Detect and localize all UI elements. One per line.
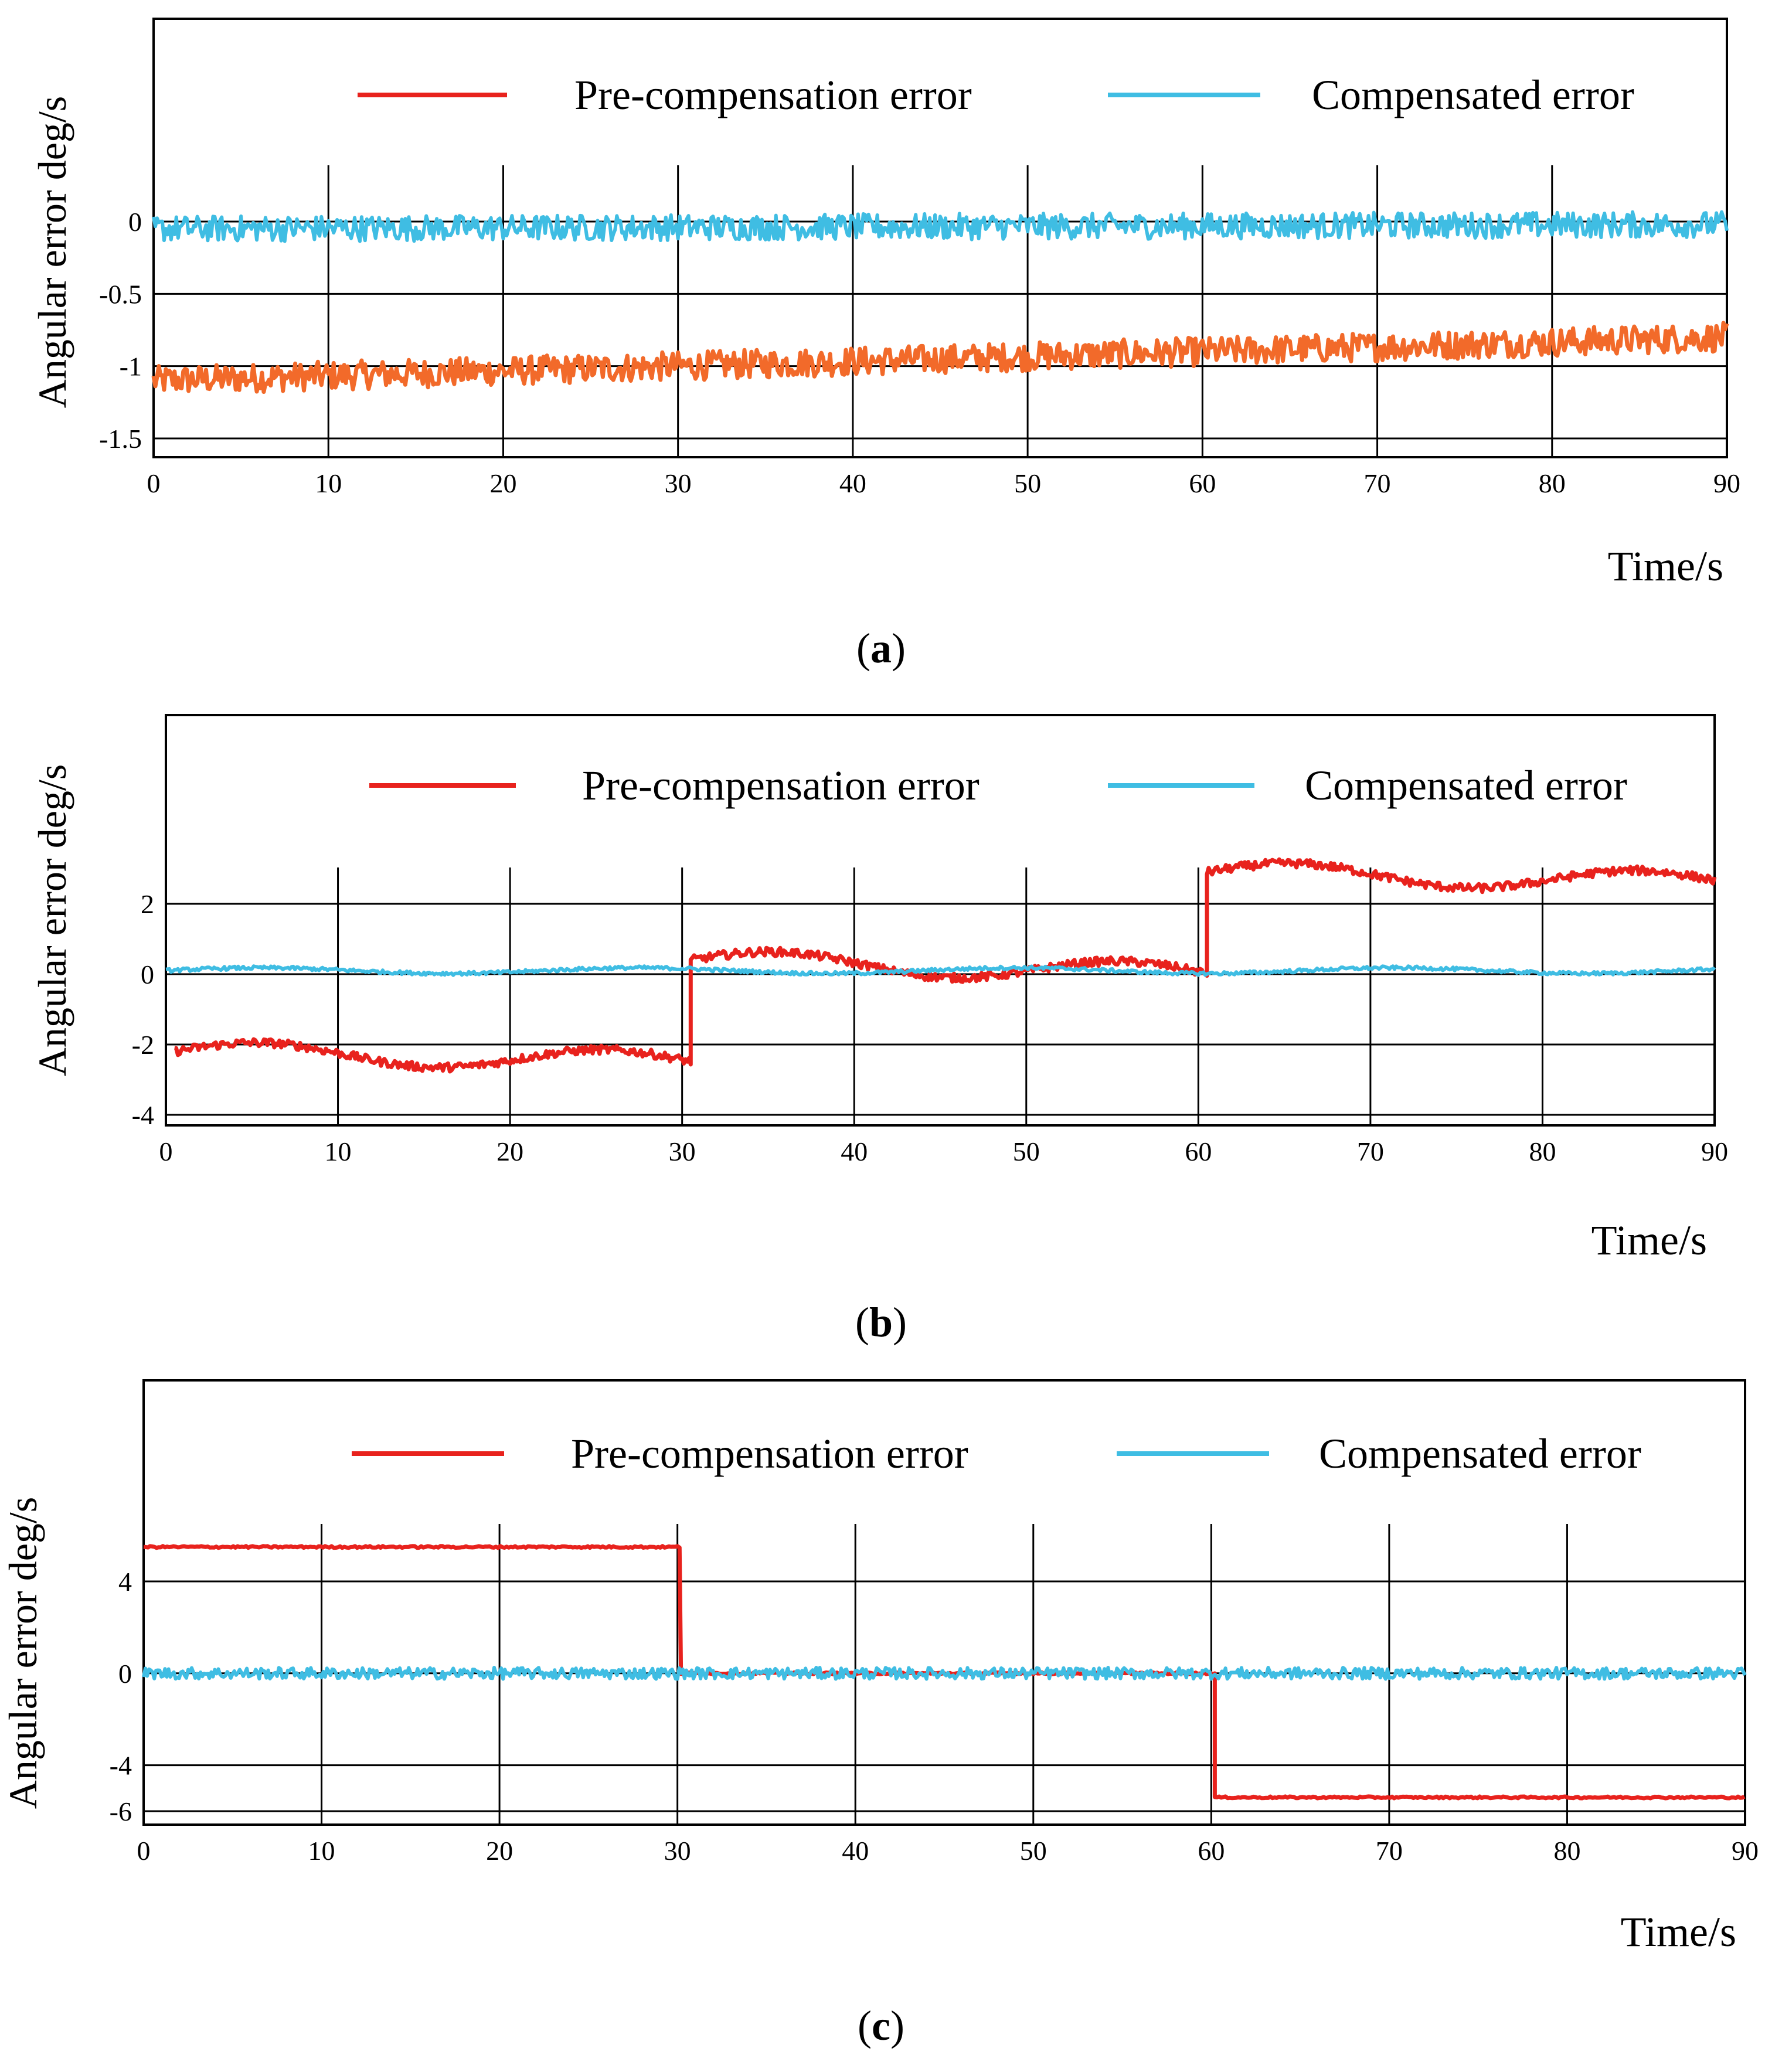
plot-frame	[142, 1379, 1746, 1826]
plot-frame	[165, 714, 1716, 1127]
x-tick-label: 60	[1189, 468, 1216, 498]
x-tick-label: 40	[839, 468, 866, 498]
x-axis-label: Time/s	[1591, 1217, 1707, 1264]
x-tick-label: 40	[842, 1836, 869, 1866]
y-axis-label: Angular error deg/s	[1, 1497, 45, 1809]
x-tick-label: 30	[665, 468, 692, 498]
y-tick-label: 0	[128, 207, 142, 237]
series-line-compensated	[142, 1666, 1747, 1681]
legend: Pre-compensation error Compensated error	[358, 72, 1634, 118]
series-line-pre-compensation	[151, 321, 1729, 394]
x-tick-label: 90	[1701, 1137, 1728, 1166]
y-tick-label: -0.5	[99, 279, 142, 309]
x-tick-label: 80	[1539, 468, 1566, 498]
legend-label-pre: Pre-compensation error	[571, 1430, 968, 1477]
y-tick-label: 0	[141, 960, 154, 989]
x-tick-label: 70	[1364, 468, 1391, 498]
x-tick-label: 70	[1376, 1836, 1403, 1866]
x-tick-label: 50	[1014, 468, 1041, 498]
x-tick-label: 10	[325, 1137, 352, 1166]
x-tick-label: 80	[1529, 1137, 1556, 1166]
y-tick-label: -4	[132, 1100, 154, 1130]
chart-panel-a: 0 10 20 30 40 50 60 70 80 90 0 -0.5 -1 -1.5 Angular er…	[30, 18, 1740, 672]
legend-label-pre: Pre-compensation error	[574, 72, 972, 118]
y-tick-label: 4	[118, 1567, 132, 1597]
x-tick-label: 20	[489, 468, 516, 498]
x-tick-label: 0	[147, 468, 161, 498]
y-tick-label: -2	[132, 1030, 154, 1060]
series-line-pre-compensation	[174, 857, 1717, 1074]
x-tick-label: 80	[1553, 1836, 1580, 1866]
x-tick-label: 50	[1020, 1836, 1047, 1866]
panel-caption: (b)	[855, 1299, 907, 1346]
y-axis-label: Angular error deg/s	[30, 96, 74, 408]
x-tick-label: 0	[159, 1137, 173, 1166]
x-tick-label: 40	[841, 1137, 868, 1166]
x-tick-label: 70	[1357, 1137, 1384, 1166]
legend-label-compensated: Compensated error	[1319, 1430, 1641, 1477]
x-axis-label: Time/s	[1608, 543, 1723, 590]
y-tick-label: 0	[118, 1659, 132, 1689]
panel-caption: (a)	[856, 625, 906, 672]
x-tick-label: 30	[664, 1836, 691, 1866]
legend: Pre-compensation error Compensated error	[369, 762, 1627, 809]
x-axis-label: Time/s	[1621, 1908, 1736, 1955]
y-axis-label: Angular error deg/s	[30, 764, 74, 1076]
x-tick-label: 20	[496, 1137, 523, 1166]
x-tick-label: 50	[1013, 1137, 1040, 1166]
plot-frame	[152, 18, 1728, 458]
x-tick-label: 90	[1732, 1836, 1759, 1866]
legend: Pre-compensation error Compensated error	[352, 1430, 1641, 1477]
y-tick-label: -1	[120, 352, 142, 382]
series-line-compensated	[152, 210, 1729, 243]
y-tick-label: 2	[141, 889, 154, 919]
y-tick-label: -4	[110, 1751, 132, 1781]
legend-label-pre: Pre-compensation error	[582, 762, 980, 809]
y-tick-label: -1.5	[99, 424, 142, 454]
x-tick-label: 10	[315, 468, 342, 498]
x-tick-label: 30	[669, 1137, 696, 1166]
x-tick-label: 60	[1198, 1836, 1225, 1866]
panel-caption: (c)	[858, 2002, 904, 2049]
x-tick-label: 60	[1185, 1137, 1212, 1166]
x-tick-label: 90	[1713, 468, 1740, 498]
x-tick-label: 10	[308, 1836, 335, 1866]
x-tick-label: 0	[137, 1836, 151, 1866]
x-tick-label: 20	[486, 1836, 513, 1866]
legend-label-compensated: Compensated error	[1305, 762, 1627, 809]
legend-label-compensated: Compensated error	[1312, 72, 1634, 118]
series-line-compensated	[165, 964, 1716, 977]
y-tick-label: -6	[110, 1797, 132, 1826]
